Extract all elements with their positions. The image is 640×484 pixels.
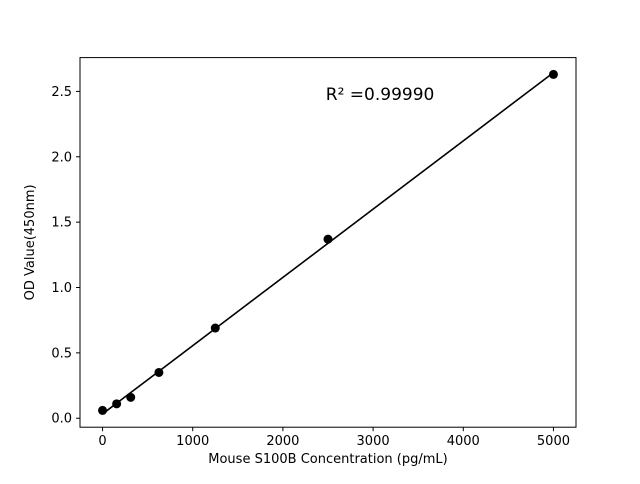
y-tick-label: 1.5	[51, 216, 72, 231]
x-tick-label: 1000	[176, 434, 209, 449]
data-point	[126, 392, 136, 402]
y-tick-label: 0.5	[51, 346, 72, 361]
x-tick-label: 0	[98, 434, 106, 449]
y-tick-label: 2.0	[51, 150, 72, 165]
data-point	[548, 69, 558, 79]
x-tick-label: 3000	[357, 434, 390, 449]
y-tick-label: 0.0	[51, 412, 72, 427]
x-axis-label: Mouse S100B Concentration (pg/mL)	[208, 452, 447, 467]
y-tick-label: 2.5	[51, 85, 72, 100]
x-tick-label: 5000	[537, 434, 570, 449]
y-tick-label: 1.0	[51, 281, 72, 296]
data-point	[112, 399, 122, 409]
y-axis-label: OD Value(450nm)	[23, 184, 38, 300]
data-point	[210, 323, 220, 333]
r-squared-annotation: R² =0.99990	[326, 85, 435, 105]
x-tick-label: 4000	[447, 434, 480, 449]
data-point	[154, 367, 164, 377]
data-point	[98, 405, 108, 415]
x-tick-label: 2000	[266, 434, 299, 449]
plot-border	[79, 57, 577, 428]
data-point	[323, 234, 333, 244]
